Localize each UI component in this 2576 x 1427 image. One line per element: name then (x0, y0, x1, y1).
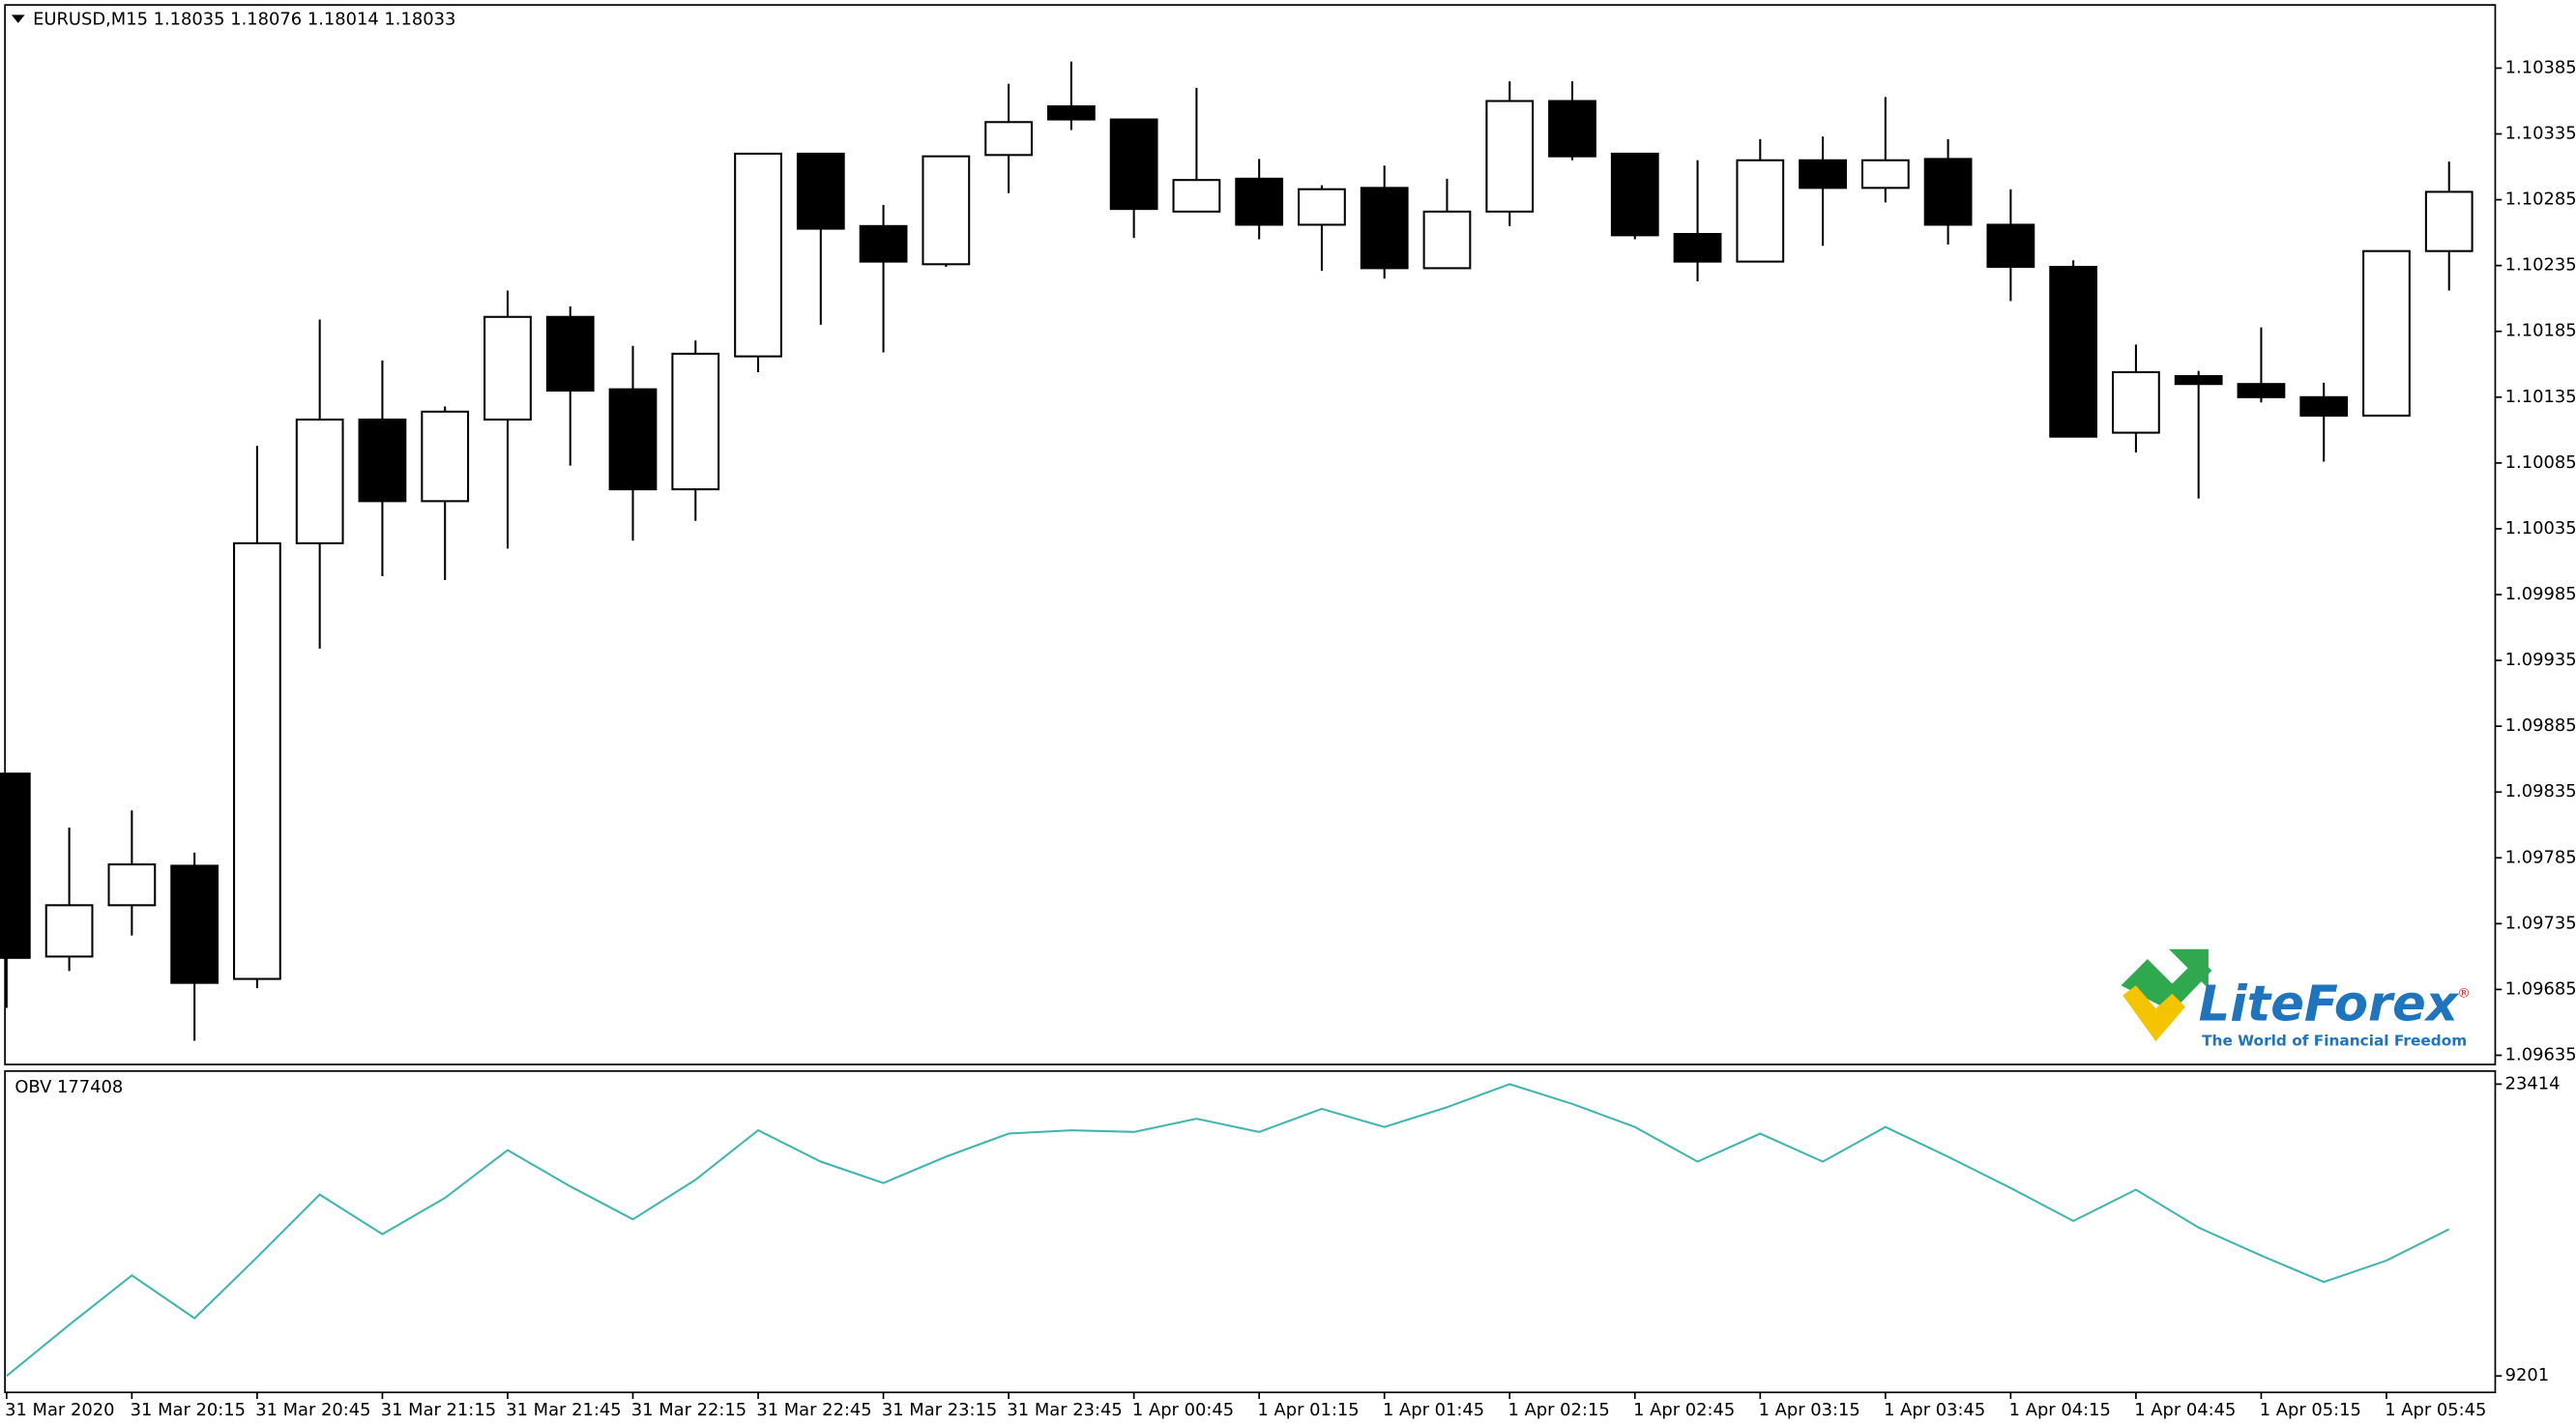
candle-body (2299, 395, 2349, 417)
candle-body (1673, 232, 1722, 263)
x-tick-label: 31 Mar 21:45 (506, 1400, 621, 1420)
candle-body (1736, 159, 1785, 263)
candle-body (1046, 104, 1096, 121)
indicator-panel (4, 1070, 2497, 1394)
candle-body (1235, 177, 1284, 226)
x-tick-label: 1 Apr 01:15 (1257, 1400, 1359, 1420)
y-tick-label: 1.10385 (2505, 57, 2576, 77)
candle-body (734, 152, 782, 358)
candle-body (1923, 158, 1973, 226)
x-tick-label: 1 Apr 01:45 (1383, 1400, 1484, 1420)
candle-body (671, 352, 720, 491)
y-tick-label: 1.09635 (2505, 1045, 2576, 1065)
candle-body (922, 155, 971, 266)
y-tick-label: 1.10085 (2505, 452, 2576, 473)
logo-icon-yellow (2122, 985, 2186, 1042)
logo-registered: ® (2457, 986, 2471, 1002)
y-tick-label: 1.09885 (2505, 715, 2576, 736)
candle-body (2112, 370, 2160, 434)
y-tick-label: 9201 (2505, 1365, 2550, 1385)
candle-body (107, 863, 157, 907)
x-tick-label: 31 Mar 23:15 (882, 1400, 997, 1420)
price-panel (4, 4, 2497, 1065)
y-tick-label: 1.09735 (2505, 913, 2576, 933)
x-tick-label: 31 Mar 2020 (5, 1400, 114, 1420)
y-tick-label: 1.09935 (2505, 650, 2576, 670)
x-tick-label: 1 Apr 04:15 (2009, 1400, 2111, 1420)
y-tick-label: 1.10185 (2505, 321, 2576, 341)
candle-body (1799, 159, 1847, 189)
logo-tagline: The World of Financial Freedom (2202, 1033, 2467, 1050)
x-tick-label: 1 Apr 03:45 (1884, 1400, 1985, 1420)
candle-body (1548, 100, 1596, 158)
candle-body (44, 904, 94, 958)
candle-body (483, 315, 532, 421)
logo-name: LiteForex (2199, 976, 2460, 1033)
candle-body (1109, 118, 1158, 211)
candle-body (421, 410, 470, 503)
x-tick-label: 31 Mar 20:45 (255, 1400, 370, 1420)
x-tick-label: 31 Mar 21:15 (381, 1400, 496, 1420)
candle-body (608, 388, 658, 491)
x-tick-label: 31 Mar 22:45 (756, 1400, 871, 1420)
candle-body (1485, 100, 1535, 213)
y-tick-label: 1.09785 (2505, 847, 2576, 867)
candle-body (984, 121, 1033, 157)
candle-body (358, 418, 407, 503)
dropdown-icon[interactable] (11, 15, 25, 23)
y-tick-label: 1.10335 (2505, 124, 2576, 144)
candle-body (1298, 188, 1346, 226)
logo: LiteForex ® The World of Financial Freed… (2121, 948, 2471, 1050)
y-tick-label: 1.09835 (2505, 781, 2576, 801)
y-tick-label: 23414 (2505, 1073, 2561, 1093)
candle-body (1360, 187, 1409, 270)
candle-body (1986, 223, 2035, 269)
x-tick-label: 1 Apr 03:15 (1759, 1400, 1860, 1420)
candle-body (2237, 383, 2286, 398)
x-tick-label: 1 Apr 00:45 (1132, 1400, 1234, 1420)
candle-body (1422, 210, 1472, 270)
candle-body (1860, 159, 1910, 189)
candle-body (2362, 249, 2411, 417)
logo-icon-arrow (2168, 948, 2209, 989)
candle-body (2174, 375, 2223, 386)
x-tick-label: 1 Apr 02:45 (1633, 1400, 1735, 1420)
candle-body (796, 152, 845, 230)
candle-body (859, 224, 908, 263)
candle-body (1610, 152, 1659, 237)
x-tick-label: 31 Mar 23:45 (1007, 1400, 1122, 1420)
y-tick-label: 1.10035 (2505, 518, 2576, 539)
x-tick-label: 1 Apr 02:15 (1508, 1400, 1610, 1420)
y-tick-label: 1.10285 (2505, 189, 2576, 210)
x-tick-label: 31 Mar 22:15 (631, 1400, 746, 1420)
candle-body (0, 772, 31, 959)
symbol-title: EURUSD,M15 1.18035 1.18076 1.18014 1.180… (33, 9, 455, 29)
candle-body (170, 864, 220, 984)
y-tick-label: 1.09985 (2505, 584, 2576, 604)
indicator-title: OBV 177408 (15, 1077, 123, 1097)
candle-body (2424, 190, 2474, 252)
candle-body (1172, 179, 1221, 213)
candle-body (233, 541, 281, 980)
x-tick-label: 31 Mar 20:15 (131, 1400, 246, 1420)
candle-body (545, 315, 595, 393)
y-tick-label: 1.09685 (2505, 978, 2576, 999)
obv-line (6, 1083, 2450, 1377)
x-tick-label: 1 Apr 04:45 (2134, 1400, 2236, 1420)
y-tick-label: 1.10135 (2505, 387, 2576, 407)
candle-body (295, 418, 344, 544)
x-tick-label: 1 Apr 05:15 (2260, 1400, 2361, 1420)
y-tick-label: 1.10235 (2505, 255, 2576, 276)
logo-icon-green (2121, 957, 2212, 1012)
x-tick-label: 1 Apr 05:45 (2385, 1400, 2486, 1420)
candle-body (2049, 266, 2098, 438)
